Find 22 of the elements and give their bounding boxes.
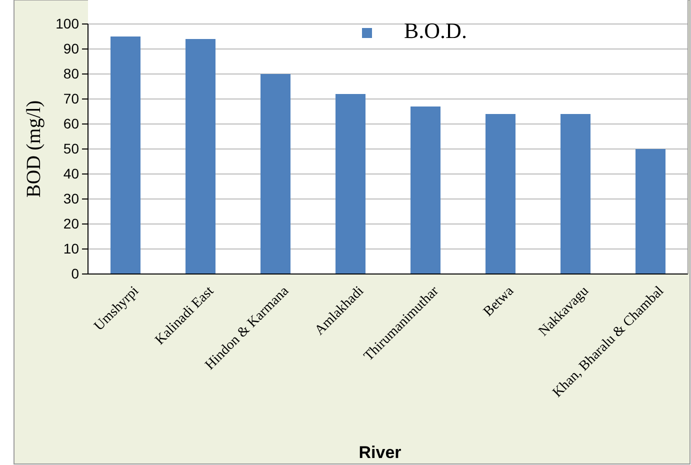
bar bbox=[336, 94, 366, 274]
y-tick-label: 60 bbox=[63, 115, 80, 132]
y-tick-label: 80 bbox=[63, 65, 80, 82]
bar bbox=[186, 39, 216, 274]
bar bbox=[560, 114, 590, 274]
y-tick-label: 50 bbox=[63, 140, 80, 156]
y-tick-label: 10 bbox=[63, 240, 80, 256]
bar bbox=[110, 36, 140, 274]
y-tick-label: 20 bbox=[63, 215, 80, 232]
x-axis-title: River bbox=[358, 443, 402, 462]
bar bbox=[486, 114, 516, 274]
bar bbox=[636, 149, 666, 274]
y-tick-label: 40 bbox=[63, 165, 80, 182]
bar bbox=[260, 74, 290, 274]
legend-label: B.O.D. bbox=[404, 18, 467, 43]
bar bbox=[410, 106, 440, 274]
y-tick-label: 90 bbox=[63, 40, 80, 56]
y-tick-label: 100 bbox=[56, 15, 80, 32]
y-axis-title: BOD (mg/l) bbox=[23, 100, 45, 198]
y-tick-label: 70 bbox=[63, 90, 80, 106]
y-tick-label: 30 bbox=[63, 190, 80, 206]
y-tick-label: 0 bbox=[71, 265, 80, 282]
